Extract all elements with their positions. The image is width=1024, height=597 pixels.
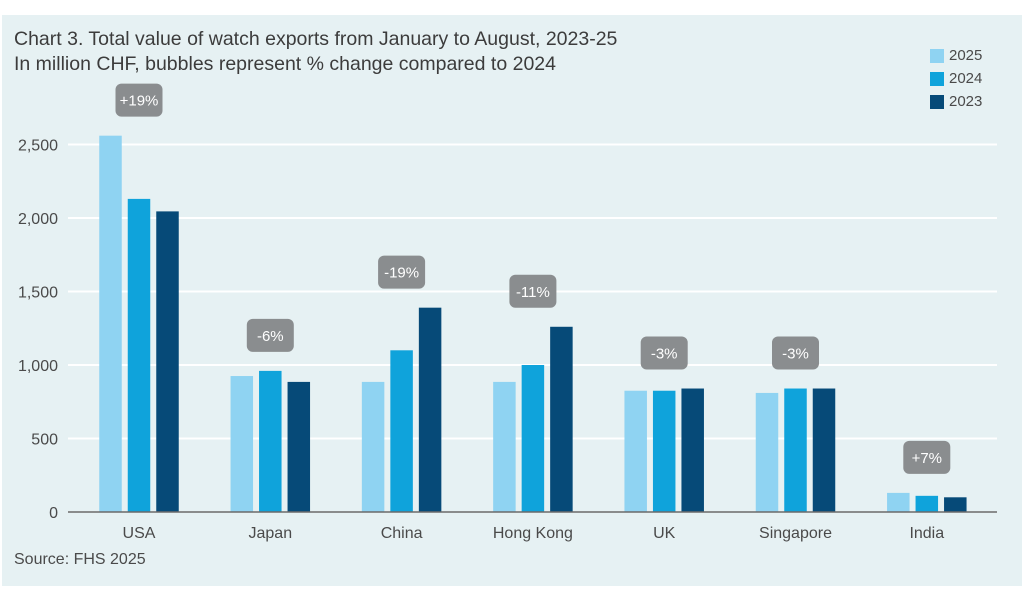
change-bubble-label: -3% [782,346,809,363]
bar-2023 [418,307,442,512]
legend-swatch-2025 [930,48,944,63]
change-bubble-label: -3% [651,346,678,363]
change-bubble [772,336,819,370]
bar-2025 [99,135,122,512]
bar-2024 [259,370,282,512]
x-tick-label: Singapore [759,525,832,542]
change-bubble-label: +19% [120,93,159,110]
x-tick-label: China [381,525,423,542]
y-tick-label: 500 [31,432,58,449]
legend-item-2023: 2023 [930,90,982,113]
legend-label-2025: 2025 [949,47,983,64]
legend-item-2025: 2025 [930,44,982,67]
bar-2023 [287,381,311,512]
y-tick-label: 2,000 [18,211,58,228]
bar-2025 [624,390,647,512]
change-bubble-label: -6% [257,328,284,345]
bar-2023 [812,388,836,512]
chart-subtitle: In million CHF, bubbles represent % chan… [14,53,556,75]
legend-label-2024: 2024 [949,70,983,87]
change-bubble [115,83,163,117]
source-note: Source: FHS 2025 [14,551,146,568]
change-bubble [509,274,557,308]
change-bubble-label: -19% [384,265,419,282]
x-tick-label: USA [123,525,156,542]
x-tick-label: UK [653,525,676,542]
x-tick-label: Hong Kong [493,525,573,542]
change-bubble-label: +7% [912,450,942,467]
bar-2024 [521,365,545,512]
change-bubble-label: -11% [516,284,550,301]
y-tick-label: 1,500 [18,285,58,302]
bar-2024 [784,388,807,512]
change-bubble [640,336,688,370]
bar-2023 [156,211,179,512]
change-bubble [378,255,426,289]
x-tick-label: India [909,525,944,542]
bar-2024 [127,198,151,512]
bar-2025 [361,381,385,512]
bar-2023 [550,326,573,512]
legend-label-2023: 2023 [949,93,983,110]
bar-2024 [915,495,939,512]
bar-2025 [887,492,910,512]
bar-2023 [681,388,704,512]
bar-2025 [230,376,254,512]
x-tick-label: Japan [249,525,293,542]
legend-item-2024: 2024 [930,67,982,90]
legend-swatch-2023 [930,94,944,109]
bar-2023 [944,497,967,512]
bar-2025 [493,381,516,512]
legend: 2025 2024 2023 [930,44,982,113]
y-tick-label: 2,500 [18,138,58,155]
y-tick-label: 0 [49,505,58,522]
change-bubble [246,318,294,352]
chart-title: Chart 3. Total value of watch exports fr… [14,28,618,50]
y-tick-label: 1,000 [18,358,58,375]
chart-title-block: Chart 3. Total value of watch exports fr… [14,27,617,77]
legend-swatch-2024 [930,71,944,86]
bar-2024 [390,350,413,512]
bar-2024 [652,390,676,512]
change-bubble [903,440,951,474]
bar-2025 [755,392,779,512]
